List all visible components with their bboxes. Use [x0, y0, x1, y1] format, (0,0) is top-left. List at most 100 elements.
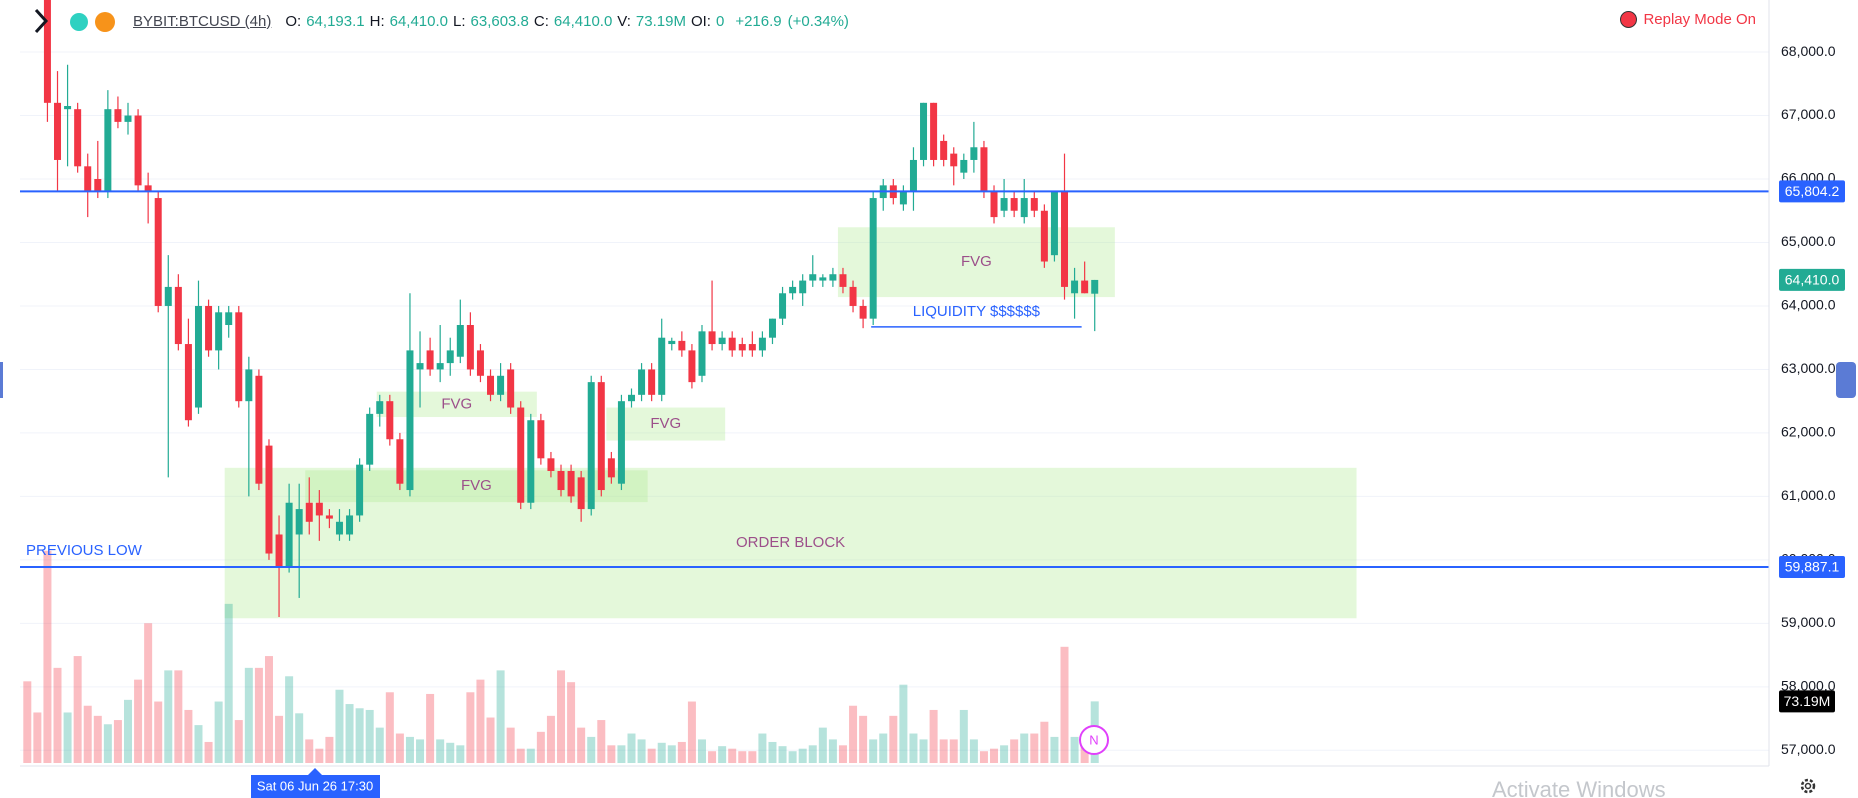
overlays: ORDER BLOCK FVG FVG FVG FVG 65,804.2 59,887.1 6…	[20, 180, 1845, 713]
volume-bar	[325, 736, 334, 763]
candle-body	[930, 102, 938, 160]
candle-body	[416, 363, 424, 370]
volume-bar	[526, 748, 535, 763]
candle-body	[970, 147, 978, 160]
candle-body	[356, 464, 364, 516]
volume-bar	[436, 739, 445, 763]
volume-bar	[969, 739, 978, 763]
candle-body	[698, 331, 706, 376]
zone	[837, 227, 1115, 298]
volume-bar	[285, 676, 294, 763]
candle-body	[839, 274, 847, 287]
field-value: 64,410.0	[389, 12, 448, 30]
y-tick-label: 58,000.0	[1781, 678, 1836, 694]
volume-bar	[939, 739, 948, 763]
volume-bar	[597, 720, 606, 763]
candle-body	[154, 198, 162, 306]
volume-bar	[1060, 646, 1069, 763]
volume-bar	[426, 693, 435, 763]
change-pct: (+0.34%)	[787, 12, 849, 30]
volume-bar	[385, 692, 394, 763]
candle-body	[950, 153, 958, 167]
volume-bar	[33, 712, 42, 763]
candle-body	[406, 350, 414, 491]
candle-body	[940, 140, 948, 160]
candle-body	[1040, 210, 1048, 262]
volume	[23, 550, 1099, 763]
candle-body	[54, 102, 62, 160]
liquidity-label: LIQUIDITY $$$$$$	[913, 303, 1041, 320]
volume-bar	[1070, 736, 1079, 763]
candle-body	[124, 115, 132, 122]
volume-bar	[93, 715, 102, 763]
candle-body	[779, 293, 787, 319]
candle-body	[909, 159, 917, 192]
volume-bar	[103, 724, 112, 763]
candle-body	[305, 502, 313, 522]
volume-bar	[375, 727, 384, 763]
candle-body	[829, 274, 837, 281]
candle-body	[597, 382, 605, 491]
candle-body	[920, 102, 928, 160]
candle-body	[497, 375, 505, 395]
candle-body	[990, 191, 998, 218]
volume-bar	[768, 741, 777, 763]
candle-body	[507, 369, 515, 408]
candle-body	[648, 369, 656, 395]
badge-text: N	[1089, 732, 1098, 747]
y-tick-label: 68,000.0	[1781, 43, 1836, 59]
volume-bar	[879, 733, 888, 763]
field-label: V:	[617, 12, 631, 30]
settings-icon[interactable]	[1800, 778, 1816, 794]
candle-body	[1000, 198, 1008, 211]
volume-bar	[657, 742, 666, 763]
price-tag	[1779, 180, 1845, 203]
field-value: 63,603.8	[470, 12, 529, 30]
volume-bar	[83, 705, 92, 763]
volume-bar	[627, 733, 636, 763]
candle-body	[1010, 198, 1018, 211]
candle-body	[1050, 191, 1058, 256]
candle-body	[768, 318, 776, 338]
volume-bar	[859, 715, 868, 763]
candle-body	[114, 109, 122, 122]
candle-body	[577, 477, 585, 510]
volume-bar	[637, 739, 646, 763]
volume-bar	[697, 739, 706, 763]
volume-bar	[516, 748, 525, 763]
ohlc: O: 64,193.1 H: 64,410.0 L: 63,603.8 C: 64,410.0…	[285, 13, 729, 30]
volume-bar	[315, 748, 324, 763]
volume-bar	[617, 745, 626, 763]
btc-icon	[95, 12, 115, 32]
field-label: OI:	[690, 12, 711, 30]
candle-body	[617, 401, 625, 484]
y-tick-label: 59,000.0	[1781, 614, 1836, 630]
candle-body	[960, 159, 968, 173]
price-tag	[1779, 556, 1845, 579]
volume-bar	[979, 751, 988, 763]
side-toggle[interactable]	[0, 362, 3, 398]
volume-bar	[446, 742, 455, 763]
badge[interactable]	[1079, 725, 1109, 755]
candle-body	[476, 350, 484, 376]
side-toggle[interactable]	[1836, 362, 1856, 398]
field-label: C:	[533, 12, 549, 30]
candle-body	[235, 312, 243, 402]
replay-text: Replay Mode On	[1643, 11, 1756, 28]
field-value: 73.19M	[635, 12, 686, 30]
candle-body	[849, 286, 857, 306]
time-label: Sat 06 Jun 26 17:30	[251, 768, 380, 798]
replay[interactable]: Replay Mode On	[1620, 11, 1756, 28]
candle-body	[74, 109, 82, 167]
candle-body	[668, 340, 676, 345]
candle-body	[758, 337, 766, 351]
volume-bar	[919, 739, 928, 763]
grid: 57,000.058,000.059,000.060,000.061,000.0…	[20, 43, 1836, 757]
volume-bar	[234, 720, 243, 763]
last-price-tag	[1779, 268, 1845, 291]
symbol[interactable]: BYBIT:BTCUSD (4h)	[133, 12, 272, 30]
volume-bar	[456, 745, 465, 763]
volume-bar	[486, 717, 495, 763]
collapse-icon[interactable]	[34, 8, 49, 34]
candle-body	[315, 502, 323, 516]
